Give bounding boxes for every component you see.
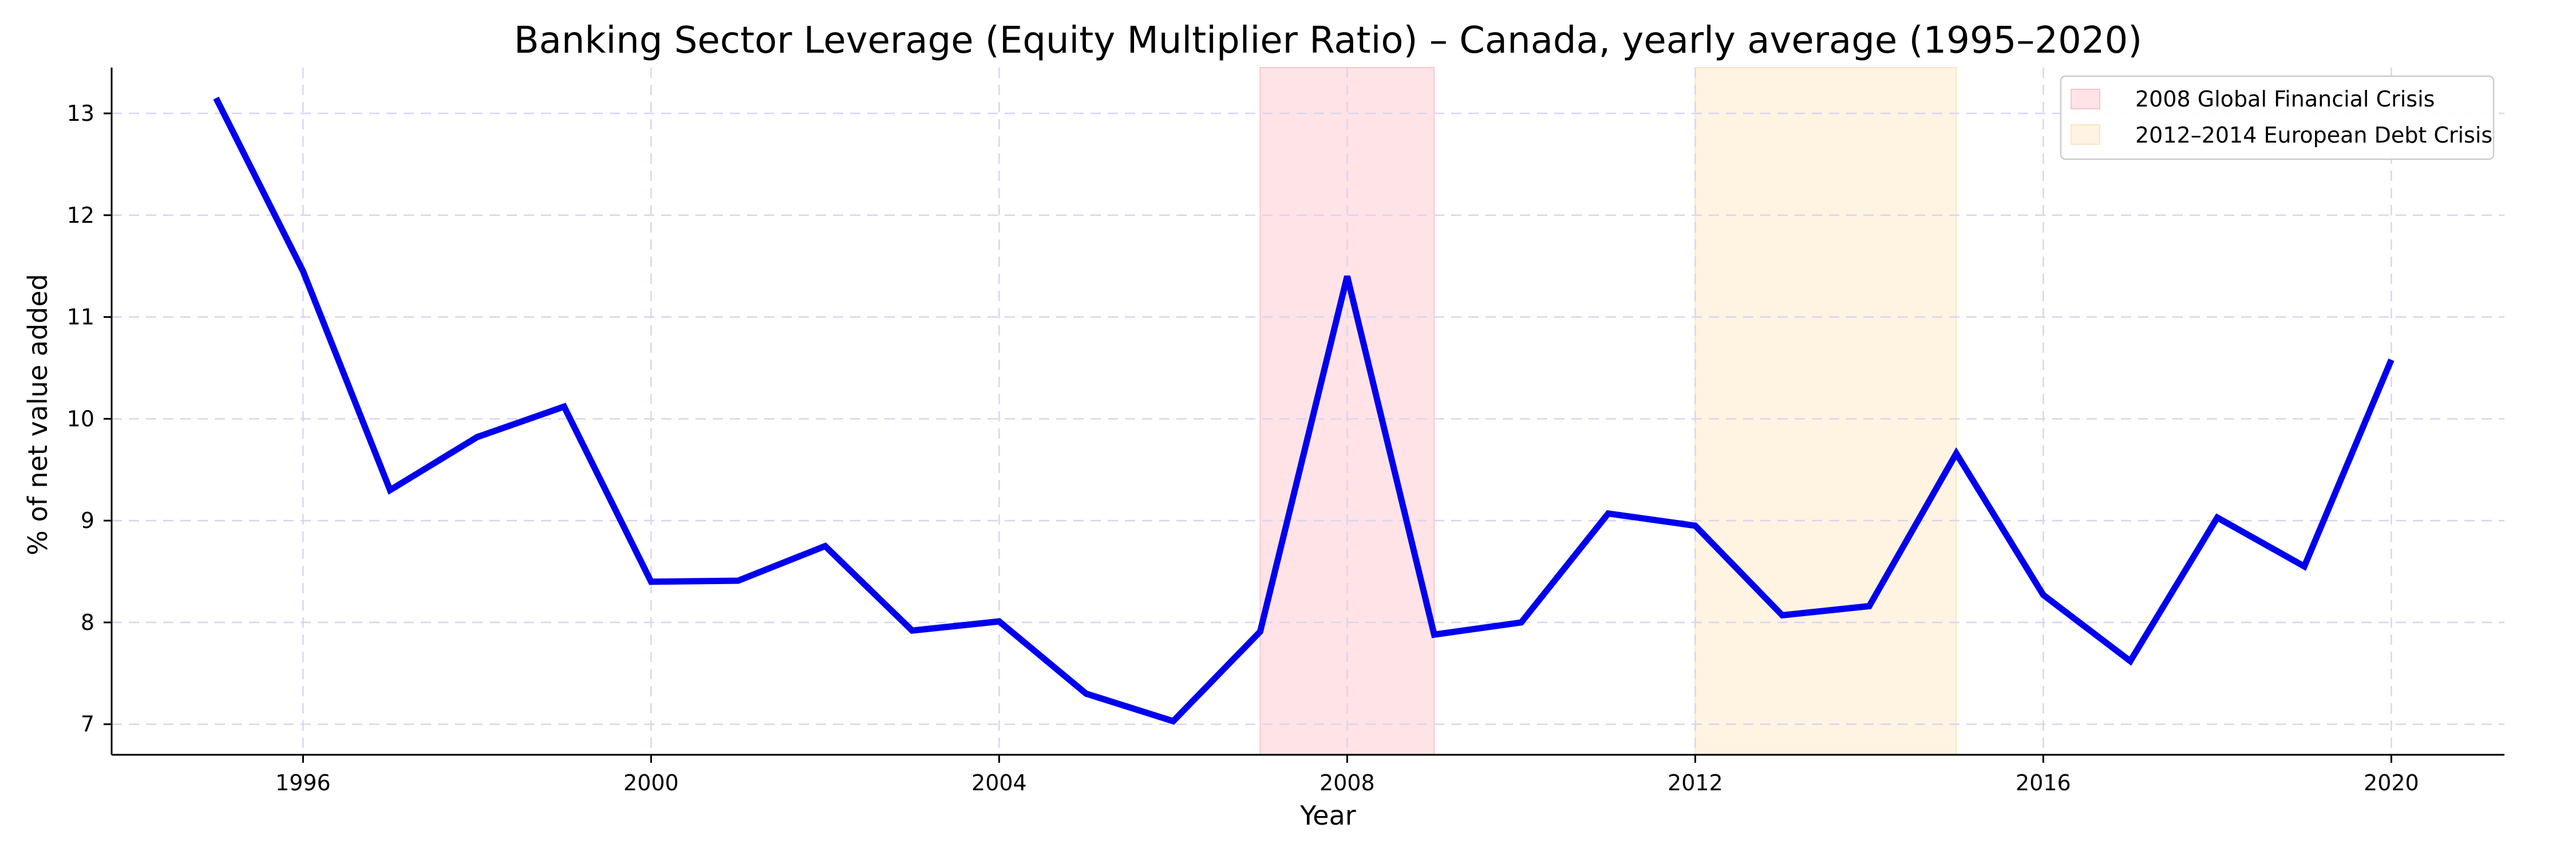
y-tick-label: 13 [67, 101, 94, 126]
chart-title: Banking Sector Leverage (Equity Multipli… [514, 19, 2143, 62]
legend-label-debt-crisis: 2012–2014 European Debt Crisis [2135, 123, 2492, 148]
legend-swatch-debt-crisis [2071, 124, 2100, 145]
y-tick-label: 12 [67, 203, 94, 228]
x-tick-label: 2020 [2364, 770, 2419, 795]
legend-label-financial-crisis: 2008 Global Financial Crisis [2135, 86, 2435, 112]
series-line-0 [213, 96, 2395, 725]
x-axis-ticks: 1996 2000 2004 2008 2012 2016 2020 [275, 755, 2419, 795]
y-tick-label: 7 [81, 712, 94, 737]
series-layer [213, 96, 2395, 725]
axes [110, 68, 2504, 756]
legend-box [2060, 75, 2495, 160]
x-tick-label: 2016 [2016, 770, 2071, 795]
legend-swatch-financial-crisis [2071, 89, 2100, 109]
y-tick-label: 11 [67, 305, 94, 330]
y-tick-label: 10 [67, 406, 94, 431]
x-tick-label: 2008 [1319, 770, 1375, 795]
x-axis-label: Year [1299, 800, 1356, 831]
y-tick-label: 8 [81, 610, 94, 635]
y-tick-label: 9 [81, 508, 94, 533]
y-axis-ticks: 7 8 9 10 11 12 13 [67, 101, 112, 737]
shaded-region-1 [1694, 67, 1957, 755]
x-tick-label: 2004 [971, 770, 1027, 795]
x-tick-label: 2012 [1668, 770, 1723, 795]
legend: 2008 Global Financial Crisis 2012–2014 E… [2060, 75, 2495, 160]
shaded-regions [1259, 67, 1957, 755]
y-axis-label: % of net value added [22, 274, 53, 555]
x-tick-label: 1996 [275, 770, 331, 795]
x-tick-label: 2000 [623, 770, 679, 795]
